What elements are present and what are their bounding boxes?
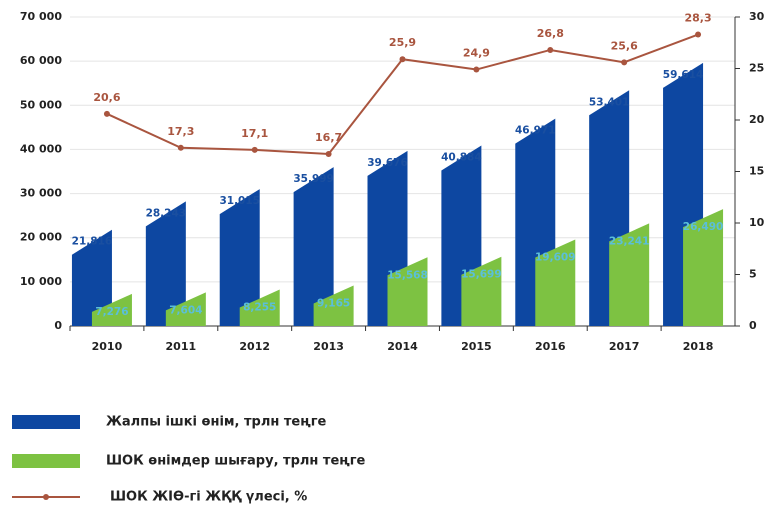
bar [91,293,132,326]
y2-tick-label: 0 [749,319,757,332]
legend-swatch [12,415,80,429]
x-tick-label: 2017 [609,340,640,353]
data-label: 46,971 [515,125,556,137]
data-label: 15,699 [461,269,502,281]
bar [387,257,428,326]
y2-tick-label: 30 [749,10,765,23]
data-label: 19,609 [535,251,576,263]
point [251,146,258,153]
y-tick-label: 30 000 [20,187,62,200]
data-label: 16,7 [315,131,342,144]
x-tick-label: 2010 [92,340,123,353]
y2-tick-label: 15 [749,165,764,178]
data-label: 28,3 [684,12,711,25]
point [473,66,480,73]
data-label: 53,401 [589,96,630,108]
legend-label: ШОК ЖІӨ-гі ЖҚҚ үлесі, % [110,490,307,505]
y2-tick-label: 5 [749,268,757,281]
data-label: 8,255 [243,302,276,314]
y2-tick-label: 10 [749,216,765,229]
data-label: 21,816 [72,236,113,248]
data-label: 17,1 [241,127,268,140]
data-label: 26,490 [683,221,724,233]
y-tick-label: 40 000 [20,142,62,155]
x-tick-label: 2013 [313,340,344,353]
y-tick-label: 20 000 [20,231,62,244]
data-label: 9,165 [317,298,350,310]
x-tick-label: 2011 [166,340,197,353]
data-label: 17,3 [167,125,194,138]
legend-label: Жалпы ішкі өнім, трлн теңге [106,415,327,430]
point [547,46,554,53]
y-tick-label: 50 000 [20,98,62,111]
x-tick-label: 2018 [683,340,714,353]
bar [609,223,650,326]
bar [683,209,724,326]
bar [313,285,354,326]
data-label: 7,604 [169,304,202,316]
y-tick-label: 0 [54,319,62,332]
x-tick-label: 2012 [239,340,270,353]
bar [239,289,280,326]
point [103,110,110,117]
point [399,56,406,63]
bar [71,229,112,326]
data-label: 25,9 [389,36,416,49]
data-label: 25,6 [611,39,638,52]
data-label: 31,015 [219,195,260,207]
y-tick-label: 70 000 [20,10,62,23]
data-label: 20,6 [93,91,120,104]
data-label: 23,241 [609,235,650,247]
bar [293,167,334,326]
point [325,150,332,157]
point [177,144,184,151]
y-tick-label: 60 000 [20,54,62,67]
x-tick-label: 2015 [461,340,492,353]
y-tick-label: 10 000 [20,275,62,288]
y2-tick-label: 25 [749,62,764,75]
y2-tick-label: 20 [749,113,765,126]
data-label: 59,614 [663,69,704,81]
point [621,59,628,66]
data-label: 24,9 [463,47,490,60]
legend-dot [43,494,49,500]
legend-swatch [12,454,80,468]
data-label: 15,568 [387,269,428,281]
point [695,31,702,38]
x-tick-label: 2014 [387,340,418,353]
data-label: 39,676 [367,157,408,169]
bar [165,292,206,326]
data-label: 35,999 [293,173,334,185]
data-label: 7,276 [95,306,128,318]
bar [535,239,576,326]
bar [145,201,186,326]
legend-label: ШОК өнімдер шығару, трлн теңге [106,454,366,469]
data-label: 40,884 [441,152,482,164]
x-tick-label: 2016 [535,340,566,353]
bar [219,189,260,326]
data-label: 26,8 [537,27,564,40]
bar [461,256,502,326]
data-label: 28,243 [146,207,187,219]
